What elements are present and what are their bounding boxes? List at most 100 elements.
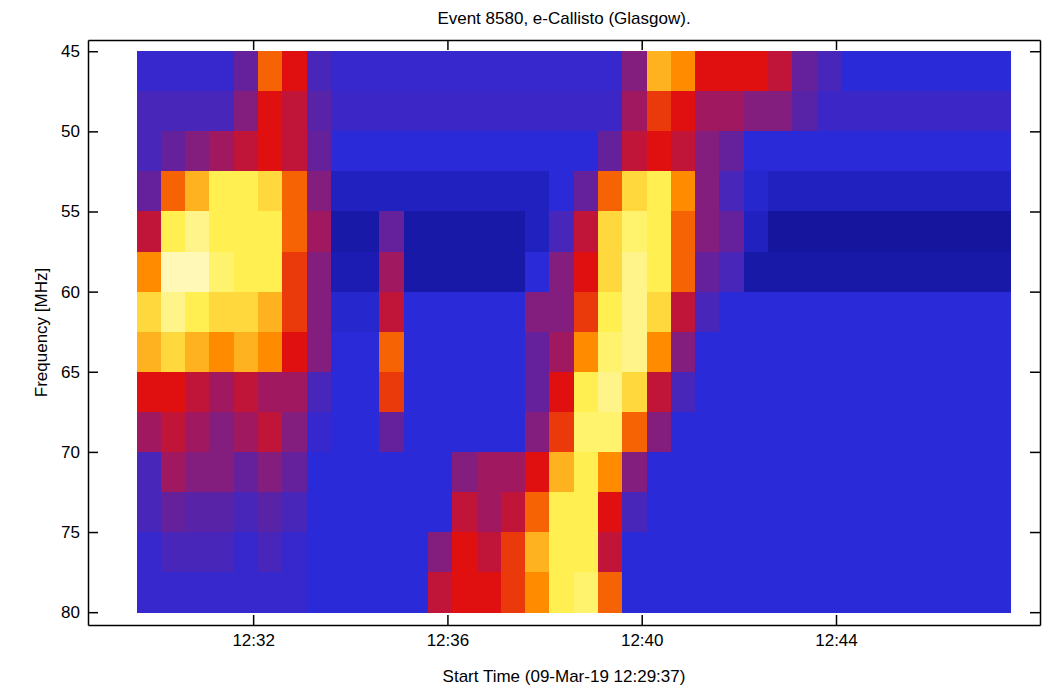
cell <box>744 91 769 132</box>
cell <box>987 332 1012 373</box>
cell <box>914 292 939 333</box>
cell <box>379 452 404 493</box>
tick-mark <box>447 615 449 625</box>
cell <box>379 372 404 413</box>
cell <box>695 91 720 132</box>
tick-label: 80 <box>61 603 80 622</box>
cell <box>647 91 672 132</box>
cell <box>477 252 502 293</box>
tick <box>1030 612 1040 613</box>
cell <box>307 171 332 212</box>
cell <box>987 532 1012 573</box>
cell <box>865 131 890 172</box>
cell <box>768 452 793 493</box>
x-axis: 12:3212:3612:4012:44 <box>89 615 1041 650</box>
cell <box>355 412 380 453</box>
cell <box>549 292 574 333</box>
cell <box>234 292 259 333</box>
cell <box>622 51 647 92</box>
cell <box>719 452 744 493</box>
cell <box>282 332 307 373</box>
cell <box>622 252 647 293</box>
tick-label: 12:32 <box>232 631 275 650</box>
cell <box>817 572 842 613</box>
cell <box>161 292 186 333</box>
tick-mark <box>836 40 838 50</box>
cell <box>647 51 672 92</box>
cell <box>817 372 842 413</box>
cell <box>598 332 623 373</box>
cell <box>477 131 502 172</box>
cell <box>962 51 987 92</box>
cell <box>671 51 696 92</box>
cell <box>549 372 574 413</box>
cell <box>671 332 696 373</box>
cell <box>282 292 307 333</box>
cell <box>161 452 186 493</box>
cell <box>452 131 477 172</box>
x-axis-top <box>89 40 1041 50</box>
cell <box>938 452 963 493</box>
cell <box>234 492 259 533</box>
cell <box>258 492 283 533</box>
cell <box>792 332 817 373</box>
cell <box>404 252 429 293</box>
cell <box>404 211 429 252</box>
cell <box>671 492 696 533</box>
cell <box>209 412 234 453</box>
cell <box>792 211 817 252</box>
cell <box>865 171 890 212</box>
cell <box>768 372 793 413</box>
cell <box>889 292 914 333</box>
cell <box>889 211 914 252</box>
cell <box>768 492 793 533</box>
cell <box>331 51 356 92</box>
cell <box>185 372 210 413</box>
cell <box>452 292 477 333</box>
cell <box>428 572 453 613</box>
cell <box>574 372 599 413</box>
cell <box>355 532 380 573</box>
cell <box>137 91 162 132</box>
cell <box>137 51 162 92</box>
cell <box>549 252 574 293</box>
cell <box>647 332 672 373</box>
cell <box>841 131 866 172</box>
cell <box>598 572 623 613</box>
cell <box>987 372 1012 413</box>
cell <box>647 171 672 212</box>
cell <box>962 171 987 212</box>
tick-mark <box>1030 211 1040 213</box>
cell <box>258 452 283 493</box>
cell <box>282 452 307 493</box>
cell <box>477 91 502 132</box>
cell <box>865 452 890 493</box>
cell <box>938 332 963 373</box>
tick-mark <box>253 40 255 50</box>
tick-label: 60 <box>61 283 80 302</box>
cell <box>549 91 574 132</box>
cell <box>914 572 939 613</box>
cell <box>307 252 332 293</box>
cell <box>671 372 696 413</box>
cell <box>452 372 477 413</box>
cell <box>209 211 234 252</box>
cell <box>938 51 963 92</box>
tick-mark <box>253 615 255 625</box>
tick: 12:40 <box>621 615 664 650</box>
tick: 70 <box>61 443 98 462</box>
cell <box>671 252 696 293</box>
cell <box>841 332 866 373</box>
cell <box>768 252 793 293</box>
cell <box>744 412 769 453</box>
cell <box>379 412 404 453</box>
cell <box>719 91 744 132</box>
cell <box>185 532 210 573</box>
cell <box>768 332 793 373</box>
cell <box>889 572 914 613</box>
cell <box>452 572 477 613</box>
cell <box>209 91 234 132</box>
cell <box>452 252 477 293</box>
cell <box>719 131 744 172</box>
cell <box>234 51 259 92</box>
